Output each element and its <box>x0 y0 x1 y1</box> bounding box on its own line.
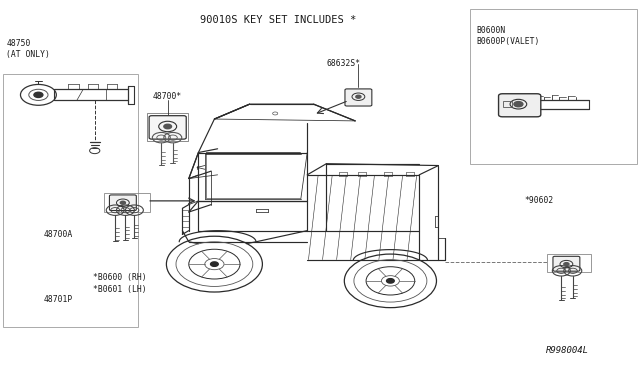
FancyBboxPatch shape <box>345 89 372 106</box>
Text: 48701P: 48701P <box>44 295 73 304</box>
Circle shape <box>120 201 125 204</box>
Bar <box>547 254 591 272</box>
Text: 48750
(AT ONLY): 48750 (AT ONLY) <box>6 39 51 59</box>
Bar <box>147 113 188 141</box>
Text: 48700*: 48700* <box>152 92 182 101</box>
FancyBboxPatch shape <box>149 116 186 139</box>
Circle shape <box>211 262 218 266</box>
FancyBboxPatch shape <box>499 94 541 117</box>
Text: 48700A: 48700A <box>44 230 73 239</box>
Text: *90602: *90602 <box>525 196 554 205</box>
Bar <box>104 193 150 212</box>
Text: B0600N
B0600P(VALET): B0600N B0600P(VALET) <box>477 26 540 46</box>
Bar <box>503 101 512 107</box>
Text: 90010S KEY SET INCLUDES *: 90010S KEY SET INCLUDES * <box>200 16 356 25</box>
FancyBboxPatch shape <box>109 195 136 211</box>
Text: 68632S*: 68632S* <box>326 59 360 68</box>
Text: R998004L: R998004L <box>546 346 589 355</box>
FancyBboxPatch shape <box>553 256 580 271</box>
Circle shape <box>34 92 43 97</box>
Text: *B0600 (RH)
*B0601 (LH): *B0600 (RH) *B0601 (LH) <box>93 273 147 294</box>
Circle shape <box>564 263 569 266</box>
Bar <box>470 9 637 164</box>
Circle shape <box>387 279 394 283</box>
Circle shape <box>356 95 361 98</box>
Bar <box>3 74 138 327</box>
Circle shape <box>164 124 172 129</box>
Circle shape <box>514 102 523 107</box>
